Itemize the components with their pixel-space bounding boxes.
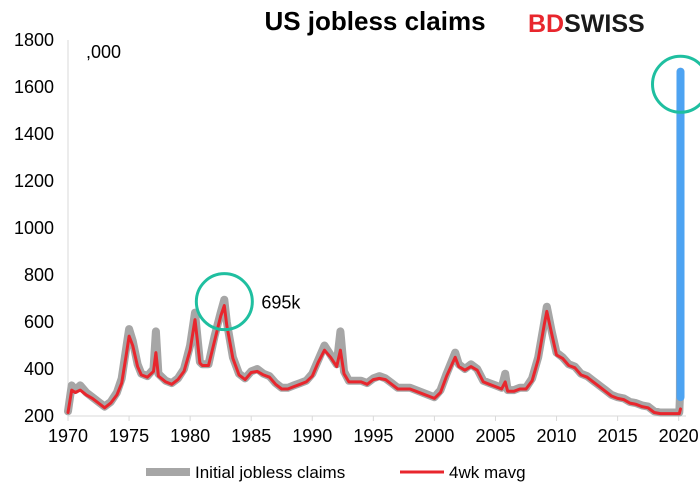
annotation-circle-2020 bbox=[651, 54, 700, 114]
x-tick-label: 1995 bbox=[353, 426, 393, 446]
y-tick-label: 1600 bbox=[14, 77, 54, 97]
y-tick-label: 600 bbox=[24, 312, 54, 332]
x-axis: 1970 1975 1980 1985 1990 1995 2000 2005 2010 2015… bbox=[48, 415, 699, 446]
y-tick-label: 1000 bbox=[14, 218, 54, 238]
x-tick-label: 1985 bbox=[231, 426, 271, 446]
legend-label-initial-claims: Initial jobless claims bbox=[195, 463, 345, 482]
series-line-initial-claims bbox=[64, 67, 685, 417]
svg-text:BDSWISS: BDSWISS bbox=[528, 10, 645, 38]
chart-title: US jobless claims bbox=[264, 6, 485, 36]
series-line-4wk-mavg bbox=[66, 304, 682, 416]
brand-logo: BDSWISS bbox=[528, 10, 645, 38]
y-tick-label: 800 bbox=[24, 265, 54, 285]
y-tick-label: 200 bbox=[24, 406, 54, 426]
x-tick-label: 2015 bbox=[598, 426, 638, 446]
x-tick-label: 2000 bbox=[414, 426, 454, 446]
logo-bd-text: BD bbox=[528, 10, 564, 38]
y-tick-label: 1800 bbox=[14, 30, 54, 50]
plot-area bbox=[64, 67, 685, 417]
annotations: 695k bbox=[194, 54, 700, 332]
legend-label-4wk-mavg: 4wk mavg bbox=[449, 463, 526, 482]
legend: Initial jobless claims 4wk mavg bbox=[146, 463, 526, 482]
y-tick-label: 1400 bbox=[14, 124, 54, 144]
y-unit-label: ,000 bbox=[86, 42, 121, 62]
y-tick-label: 1200 bbox=[14, 171, 54, 191]
x-tick-label: 1970 bbox=[48, 426, 88, 446]
y-tick-label: 400 bbox=[24, 359, 54, 379]
x-tick-label: 2010 bbox=[537, 426, 577, 446]
x-tick-label: 1980 bbox=[170, 426, 210, 446]
annotation-circle-1982 bbox=[194, 272, 254, 332]
x-tick-label: 2020 bbox=[659, 426, 699, 446]
x-tick-label: 1990 bbox=[292, 426, 332, 446]
x-tick-label: 2005 bbox=[475, 426, 515, 446]
y-axis: 200 400 600 800 1000 1200 1400 1600 1800 bbox=[14, 30, 69, 426]
logo-swiss-text: SWISS bbox=[564, 10, 645, 38]
annotation-label-695k: 695k bbox=[261, 293, 301, 313]
x-tick-label: 1975 bbox=[109, 426, 149, 446]
